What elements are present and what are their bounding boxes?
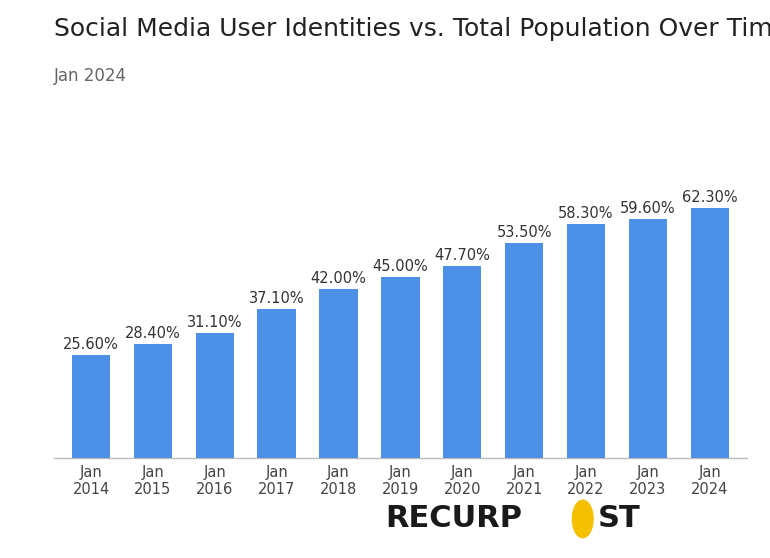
- Bar: [505, 243, 544, 458]
- Text: 47.70%: 47.70%: [434, 248, 490, 263]
- Text: 31.10%: 31.10%: [187, 315, 243, 330]
- Bar: [257, 309, 296, 458]
- Bar: [196, 333, 234, 458]
- Text: 53.50%: 53.50%: [497, 225, 552, 240]
- Text: 28.40%: 28.40%: [125, 325, 181, 340]
- Bar: [381, 277, 420, 458]
- Bar: [691, 208, 729, 458]
- Text: 45.00%: 45.00%: [373, 259, 428, 274]
- Text: 37.10%: 37.10%: [249, 291, 304, 306]
- Bar: [567, 224, 605, 458]
- Text: RECURP: RECURP: [385, 504, 522, 533]
- Bar: [443, 267, 481, 458]
- Text: 25.60%: 25.60%: [63, 337, 119, 352]
- Text: 62.30%: 62.30%: [682, 190, 738, 205]
- Text: 58.30%: 58.30%: [558, 206, 614, 221]
- Text: 42.00%: 42.00%: [310, 271, 367, 286]
- Text: ST: ST: [598, 504, 641, 533]
- Text: 59.60%: 59.60%: [620, 200, 676, 215]
- Bar: [134, 344, 172, 458]
- Bar: [72, 355, 110, 458]
- Bar: [629, 219, 667, 458]
- Bar: [320, 289, 358, 458]
- Text: Jan 2024: Jan 2024: [54, 67, 127, 85]
- Text: Social Media User Identities vs. Total Population Over Time: Social Media User Identities vs. Total P…: [54, 17, 770, 41]
- Circle shape: [572, 500, 593, 538]
